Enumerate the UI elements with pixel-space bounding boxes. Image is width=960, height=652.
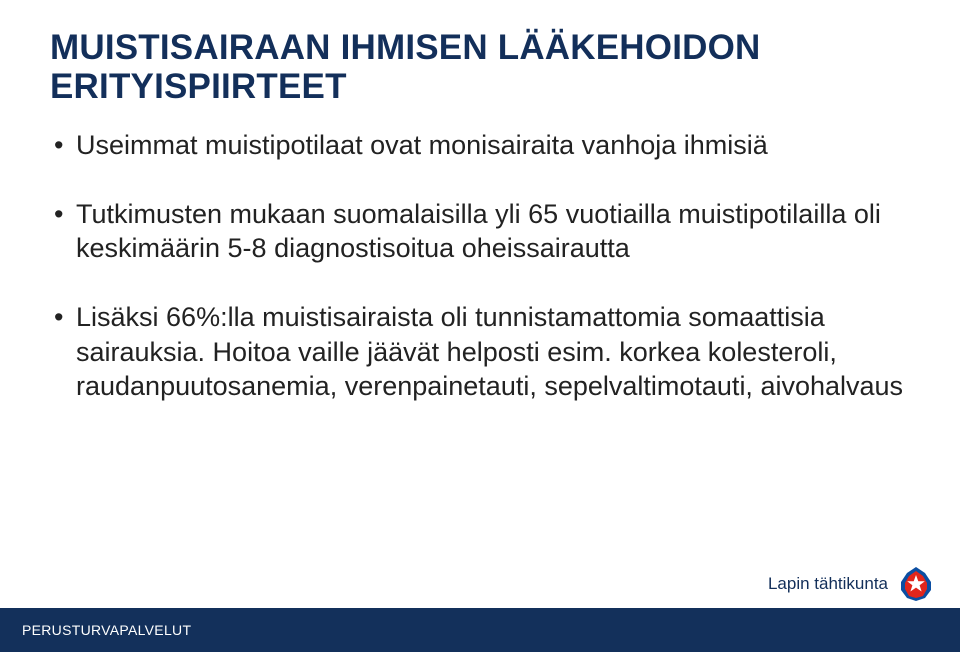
- slide-body: Useimmat muistipotilaat ovat monisairait…: [50, 128, 910, 403]
- slide-container: MUISTISAIRAAN IHMISEN LÄÄKEHOIDON ERITYI…: [0, 0, 960, 652]
- star-badge-icon: [898, 566, 934, 602]
- list-item: Tutkimusten mukaan suomalaisilla yli 65 …: [50, 197, 910, 266]
- footer-bar: PERUSTURVAPALVELUT: [0, 608, 960, 652]
- title-line-1: MUISTISAIRAAN IHMISEN LÄÄKEHOIDON: [50, 28, 761, 67]
- logo-label: Lapin tähtikunta: [768, 574, 888, 594]
- slide-title: MUISTISAIRAAN IHMISEN LÄÄKEHOIDON ERITYI…: [50, 28, 910, 106]
- title-line-2: ERITYISPIIRTEET: [50, 67, 347, 106]
- bullet-text: Tutkimusten mukaan suomalaisilla yli 65 …: [76, 199, 881, 264]
- bullet-list: Useimmat muistipotilaat ovat monisairait…: [50, 128, 910, 403]
- list-item: Lisäksi 66%:lla muistisairaista oli tunn…: [50, 300, 910, 404]
- brand-logo: Lapin tähtikunta: [768, 566, 934, 602]
- list-item: Useimmat muistipotilaat ovat monisairait…: [50, 128, 910, 163]
- bullet-text: Lisäksi 66%:lla muistisairaista oli tunn…: [76, 302, 903, 401]
- bullet-text: Useimmat muistipotilaat ovat monisairait…: [76, 130, 768, 160]
- footer-text: PERUSTURVAPALVELUT: [22, 622, 191, 638]
